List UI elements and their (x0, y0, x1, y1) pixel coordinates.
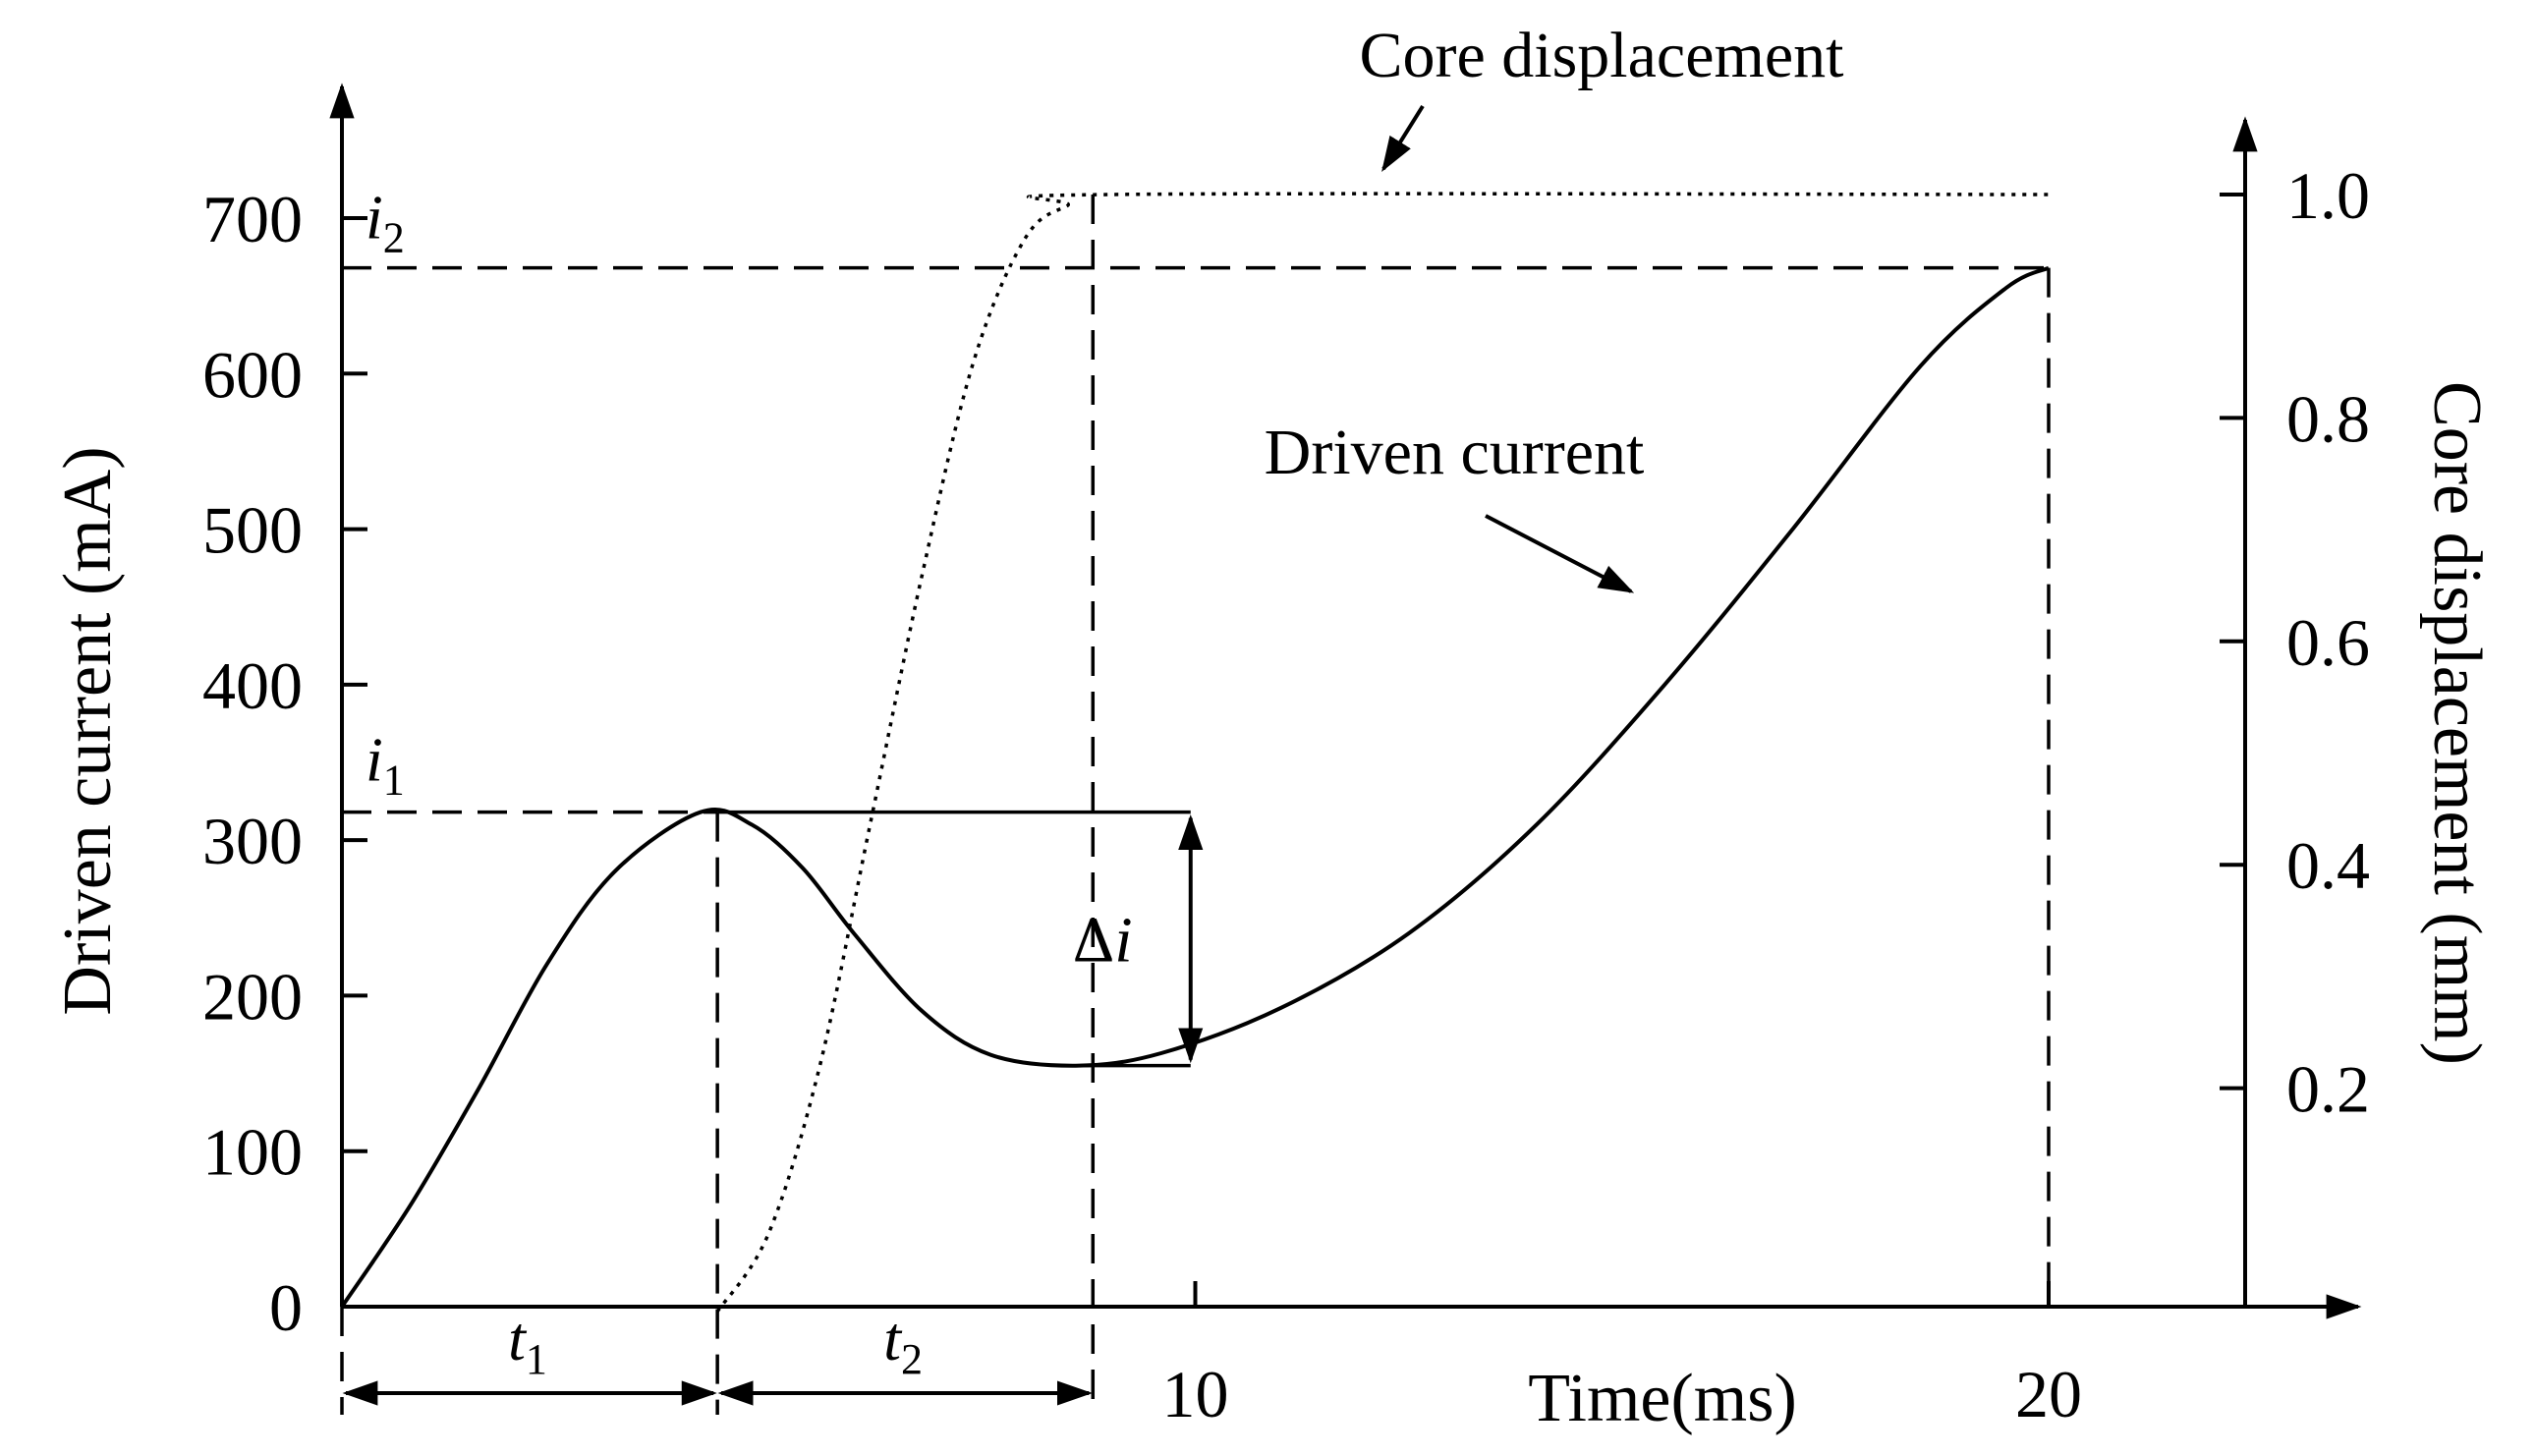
y-right-tick-label: 0.4 (2286, 828, 2370, 903)
y-right-tick-label: 0.6 (2286, 605, 2370, 680)
x-tick-label: 20 (2015, 1357, 2082, 1431)
y-right-tick-label: 0.2 (2286, 1052, 2370, 1127)
i1-label: i1 (366, 725, 405, 805)
reference-lines (342, 195, 2051, 1415)
tick-marks: 0 100 200 300 400 500 600 700 0.2 0.4 0.6 0.8 1.0 10 2… (202, 158, 2370, 1431)
core-displacement-line (715, 192, 2050, 1313)
series-lines (340, 192, 2050, 1313)
i2-label: i2 (366, 183, 405, 262)
x-tick-label: 10 (1162, 1357, 1229, 1431)
y-left-tick-label: 600 (202, 337, 303, 412)
y-left-tick-label: 200 (202, 959, 303, 1034)
x-axis-label: Time(ms) (1528, 1361, 1797, 1436)
y-left-axis-label: Driven current (mA) (50, 446, 126, 1015)
driven-current-pointer (1485, 514, 1635, 593)
driven-current-line (340, 265, 2050, 1309)
core-displacement-label: Core displacement (1359, 20, 1843, 91)
axes (329, 83, 2362, 1319)
y-right-tick-label: 1.0 (2286, 158, 2370, 233)
core-displacement-pointer (1381, 104, 1425, 173)
t2-label: t2 (883, 1304, 923, 1383)
y-left-tick-label: 400 (202, 648, 303, 723)
y-left-tick-label: 700 (202, 182, 303, 256)
y-left-tick-label: 100 (202, 1115, 303, 1190)
y-left-tick-label: 0 (269, 1270, 303, 1345)
y-left-tick-label: 300 (202, 804, 303, 878)
delta-i-label: Δi (1073, 904, 1133, 976)
y-right-tick-label: 0.8 (2286, 381, 2370, 456)
y-right-axis-label: Core displacement (mm) (2419, 381, 2495, 1065)
t1-label: t1 (508, 1304, 547, 1383)
annotations: Δi i2 i1 t1 t2 (340, 104, 1635, 1415)
y-left-tick-label: 500 (202, 493, 303, 568)
driven-current-label: Driven current (1265, 417, 1645, 488)
